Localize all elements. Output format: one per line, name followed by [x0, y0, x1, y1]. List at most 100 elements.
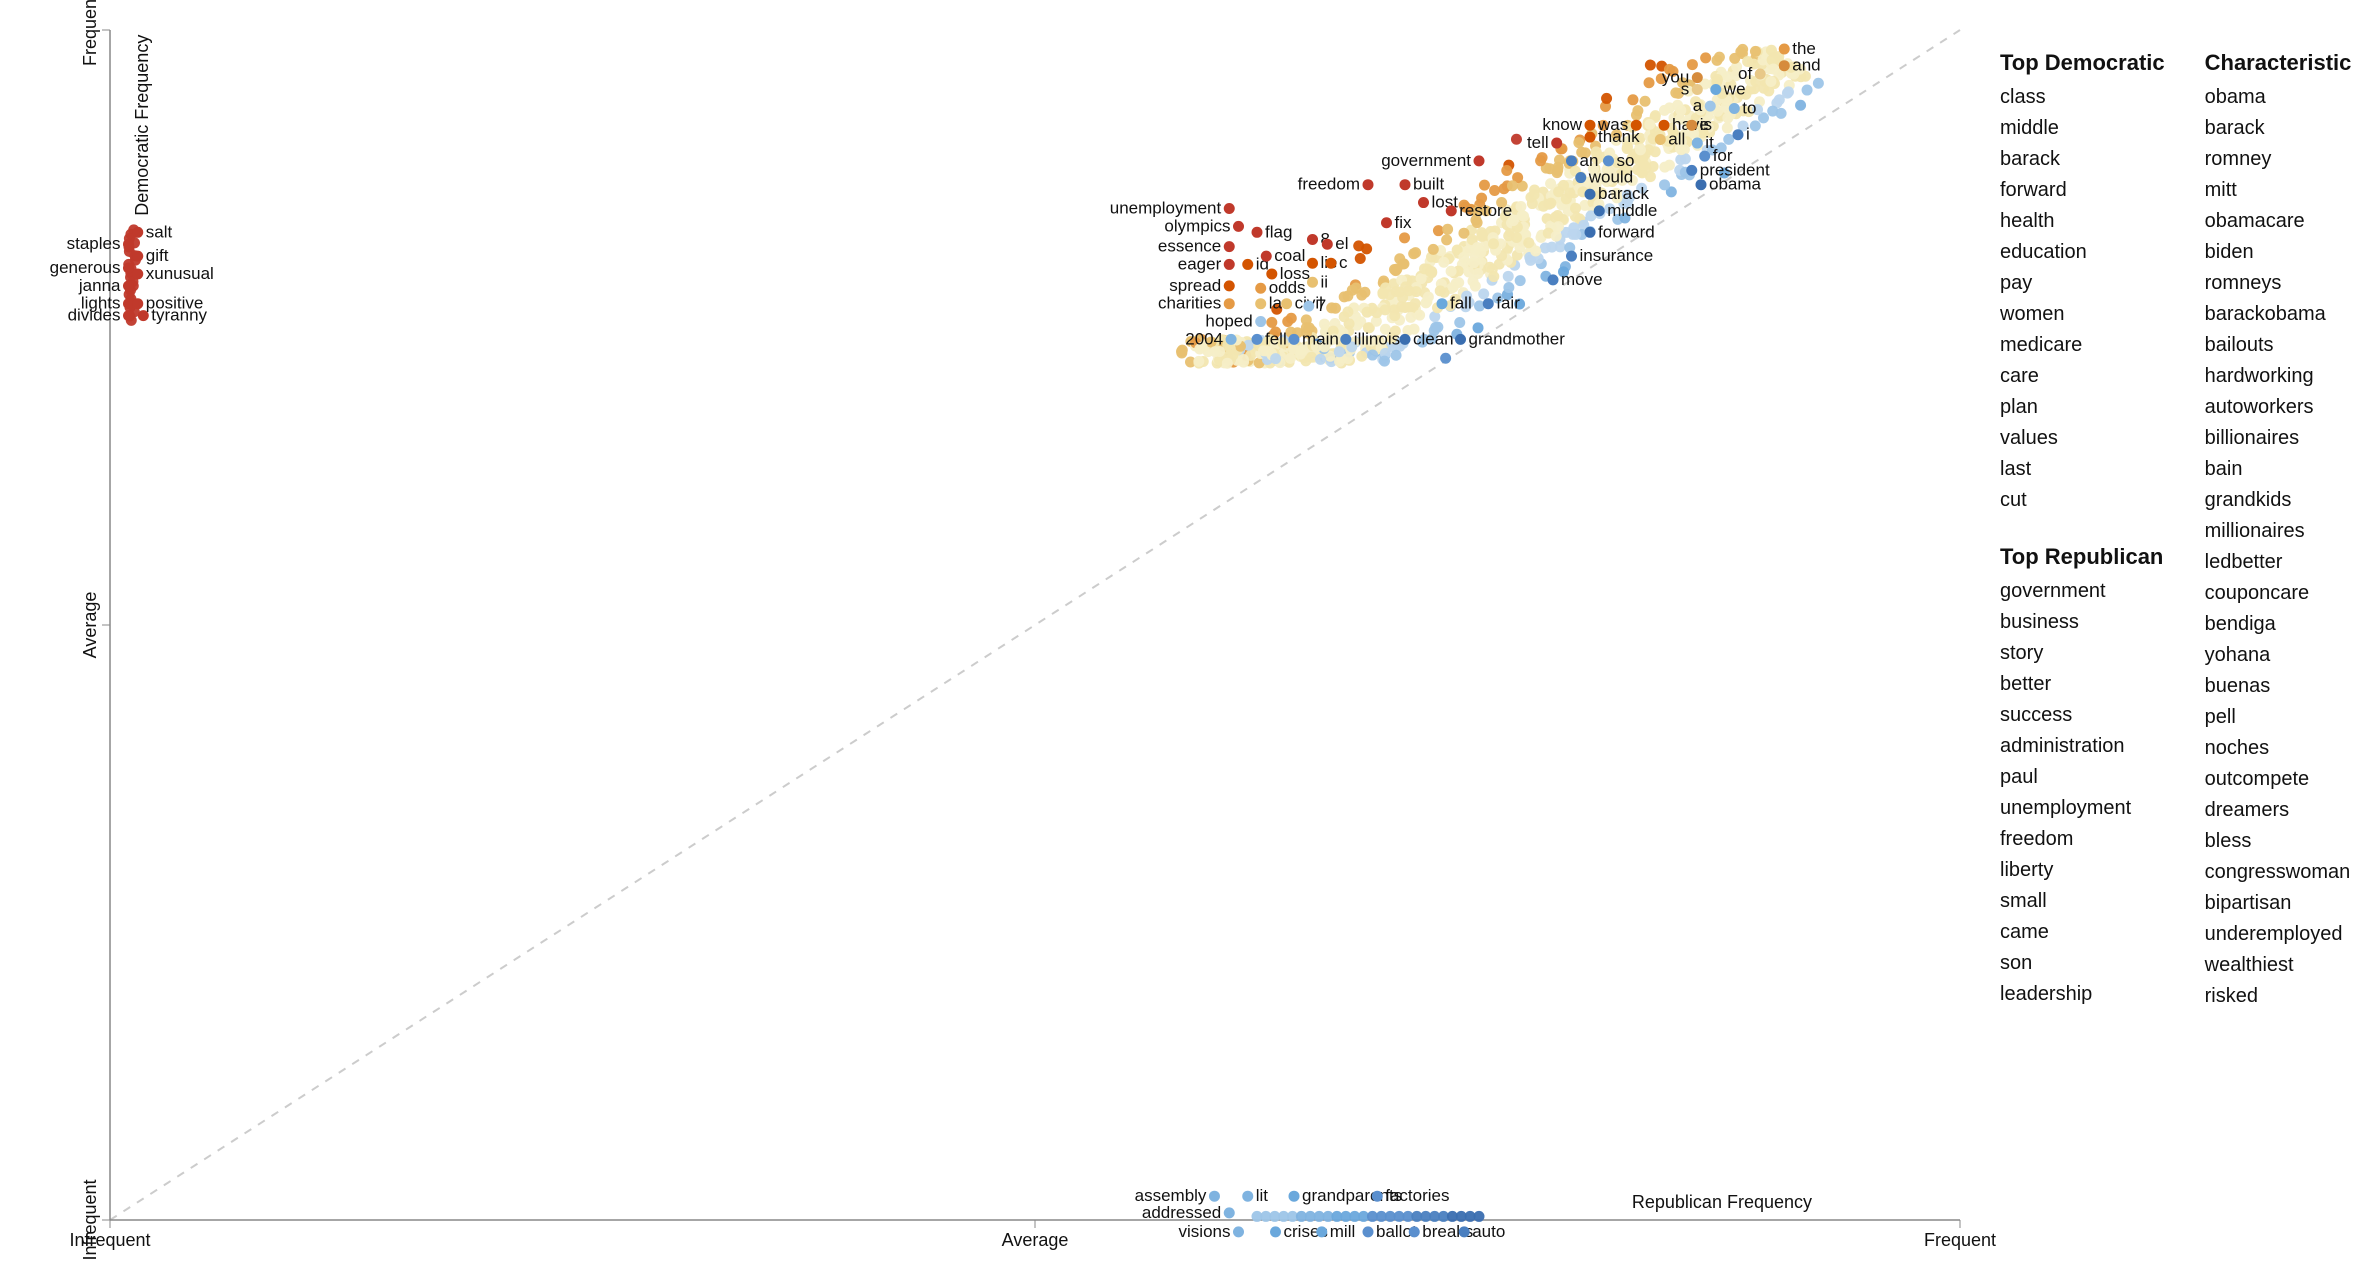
list-item: obamacare — [2205, 206, 2352, 237]
point-label: essence — [1158, 237, 1221, 256]
list-item: medicare — [2000, 330, 2165, 361]
list-item: health — [2000, 206, 2165, 237]
point-label: tyranny — [151, 306, 207, 325]
list-item: middle — [2000, 113, 2165, 144]
point-label: and — [1792, 56, 1820, 75]
characteristic-heading: Characteristic — [2205, 50, 2352, 76]
point-label: generous — [50, 258, 121, 277]
list-item: hardworking — [2205, 361, 2352, 392]
point-label: 2004 — [1185, 329, 1223, 348]
list-item: biden — [2205, 237, 2352, 268]
point-label: tell — [1527, 133, 1549, 152]
point-label: eager — [1178, 254, 1222, 273]
top-terms-column: Top Democratic classmiddlebarackforwardh… — [2000, 50, 2165, 1012]
list-item: care — [2000, 361, 2165, 392]
point-label: visions — [1179, 1222, 1231, 1241]
point-label: obama — [1709, 175, 1762, 194]
point-label: divides — [68, 306, 121, 325]
point-label: government — [1381, 151, 1471, 170]
list-item: barack — [2205, 113, 2352, 144]
list-item: cut — [2000, 485, 2165, 516]
svg-text:Frequent: Frequent — [80, 0, 100, 66]
list-item: liberty — [2000, 855, 2165, 886]
point-label: staples — [67, 234, 121, 253]
svg-text:Democratic Frequency: Democratic Frequency — [132, 35, 152, 216]
point-label: el — [1335, 234, 1348, 253]
point-label: mill — [1330, 1222, 1356, 1241]
list-item: plan — [2000, 392, 2165, 423]
list-item: administration — [2000, 731, 2165, 762]
point-label: unemployment — [1110, 199, 1222, 218]
point-label: an — [1580, 151, 1599, 170]
list-item: yohana — [2205, 640, 2352, 671]
list-item: noches — [2205, 733, 2352, 764]
top-republican-heading: Top Republican — [2000, 544, 2165, 570]
list-item: romneys — [2205, 268, 2352, 299]
list-item: buenas — [2205, 671, 2352, 702]
chart-stage: InfrequentAverageFrequentInfrequentAvera… — [0, 0, 2358, 1262]
point-label: built — [1413, 175, 1444, 194]
point-label: barack — [1598, 184, 1650, 203]
list-item: congresswoman — [2205, 857, 2352, 888]
list-item: last — [2000, 454, 2165, 485]
svg-text:Frequent: Frequent — [1924, 1230, 1996, 1250]
list-item: mitt — [2205, 175, 2352, 206]
list-item: bailouts — [2205, 330, 2352, 361]
list-item: came — [2000, 917, 2165, 948]
characteristic-list: obamabarackromneymittobamacarebidenromne… — [2205, 82, 2352, 1012]
list-item: leadership — [2000, 979, 2165, 1010]
point-label: factories — [1385, 1186, 1449, 1205]
list-item: ledbetter — [2205, 547, 2352, 578]
point-label: freedom — [1298, 175, 1360, 194]
point-label: xunusual — [146, 264, 214, 283]
point-label: you — [1662, 68, 1689, 87]
point-label: charities — [1158, 294, 1221, 313]
list-item: outcompete — [2205, 764, 2352, 795]
point-label: lit — [1256, 1186, 1269, 1205]
point-label: would — [1588, 168, 1633, 187]
point-label: hoped — [1205, 312, 1252, 331]
point-label: illinois — [1354, 329, 1400, 348]
list-item: success — [2000, 700, 2165, 731]
list-item: better — [2000, 669, 2165, 700]
point-label: salt — [146, 222, 173, 241]
point-label: was — [1597, 115, 1628, 134]
point-label: clean — [1413, 329, 1454, 348]
characteristic-column: Characteristic obamabarackromneymittobam… — [2205, 50, 2352, 1012]
list-item: business — [2000, 607, 2165, 638]
point-label: fell — [1265, 329, 1287, 348]
list-item: forward — [2000, 175, 2165, 206]
list-item: paul — [2000, 762, 2165, 793]
point-label: fix — [1395, 213, 1413, 232]
point-label: 7 — [1317, 296, 1326, 315]
point-label: fall — [1450, 294, 1472, 313]
list-item: wealthiest — [2205, 950, 2352, 981]
list-item: barackobama — [2205, 299, 2352, 330]
list-item: underemployed — [2205, 919, 2352, 950]
list-item: pay — [2000, 268, 2165, 299]
point-label: move — [1561, 270, 1603, 289]
list-item: pell — [2205, 702, 2352, 733]
point-label: janna — [78, 276, 121, 295]
list-item: bless — [2205, 826, 2352, 857]
svg-text:Average: Average — [1002, 1230, 1069, 1250]
point-label: spread — [1169, 276, 1221, 295]
list-item: values — [2000, 423, 2165, 454]
point-label: c — [1339, 253, 1348, 272]
list-item: freedom — [2000, 824, 2165, 855]
side-lists: Top Democratic classmiddlebarackforwardh… — [2000, 50, 2351, 1012]
top-democratic-list: classmiddlebarackforwardhealtheducationp… — [2000, 82, 2165, 516]
list-item: unemployment — [2000, 793, 2165, 824]
point-label: of — [1738, 64, 1752, 83]
point-label: restore — [1459, 201, 1512, 220]
point-label: a — [1693, 96, 1703, 115]
point-label: coal — [1274, 246, 1305, 265]
point-label: flag — [1265, 222, 1292, 241]
point-label: middle — [1607, 201, 1657, 220]
list-item: millionaires — [2205, 516, 2352, 547]
point-label: auto — [1472, 1222, 1505, 1241]
list-item: romney — [2205, 144, 2352, 175]
list-item: government — [2000, 576, 2165, 607]
list-item: billionaires — [2205, 423, 2352, 454]
list-item: story — [2000, 638, 2165, 669]
